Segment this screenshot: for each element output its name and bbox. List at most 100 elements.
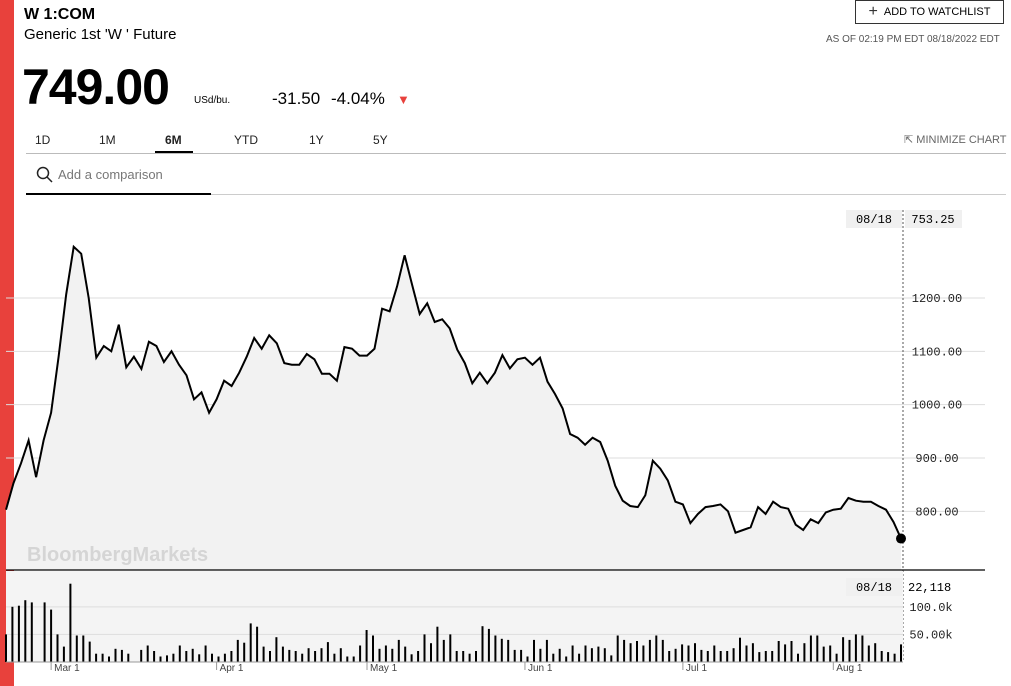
volume-bar (140, 649, 143, 662)
volume-bar (887, 652, 890, 662)
volume-bar (346, 656, 349, 662)
volume-bar (803, 643, 806, 662)
volume-bar (256, 626, 259, 662)
volume-bar (339, 648, 342, 662)
tab-1y[interactable]: 1Y (309, 133, 324, 147)
volume-bar (352, 656, 355, 662)
volume-bar (333, 653, 336, 662)
volume-bar (288, 649, 291, 662)
volume-bar (700, 649, 703, 662)
volume-bar (24, 600, 27, 662)
volume-bar (307, 648, 310, 662)
volume-bar (571, 645, 574, 662)
price-line (5, 244, 902, 539)
volume-axis: 50.00k 100.0k (909, 601, 952, 643)
minimize-icon: ⇱ (904, 134, 914, 146)
volume-panel-bg (6, 571, 903, 662)
volume-bar (829, 645, 832, 662)
volume-bar (848, 639, 851, 662)
volume-bar (487, 628, 490, 662)
x-tick-label: Apr 1 (220, 663, 244, 674)
volume-bar (384, 645, 387, 662)
volume-bar (900, 644, 902, 662)
volume-bar (430, 643, 432, 662)
minimize-label: MINIMIZE CHART (916, 134, 1007, 146)
volume-bar (262, 646, 265, 662)
volume-bar (378, 648, 381, 662)
volume-bar (462, 651, 465, 662)
volume-tick-label: 100.0k (909, 601, 952, 615)
volume-bar (314, 651, 317, 662)
volume-bar (603, 648, 606, 662)
volume-bar (880, 651, 883, 662)
price-axis: 800.00 900.00 1000.00 1100.00 1200.00 (912, 292, 962, 519)
volume-bar (533, 639, 535, 662)
add-comparison-input[interactable]: Add a comparison (58, 167, 163, 182)
tab-5y[interactable]: 5Y (373, 133, 388, 147)
volume-bar (120, 649, 123, 662)
last-volume-label: 22,118 (908, 581, 951, 595)
volume-bar (178, 645, 181, 662)
volume-bar (893, 653, 896, 662)
volume-bar (326, 642, 329, 662)
volume-bar (758, 652, 761, 662)
volume-tick-label: 50.00k (909, 628, 952, 642)
volume-bar (494, 635, 497, 662)
tab-ytd[interactable]: YTD (234, 133, 258, 147)
volume-bar (790, 641, 793, 662)
volume-bar (874, 643, 877, 662)
volume-bar (172, 653, 175, 662)
minimize-chart-button[interactable]: ⇱ MINIMIZE CHART (904, 133, 1007, 146)
bloomberg-watermark: BloombergMarkets (27, 544, 208, 566)
volume-bar (687, 645, 690, 662)
volume-bar (62, 646, 65, 662)
volume-bar (127, 653, 130, 662)
watchlist-label: ADD TO WATCHLIST (883, 6, 991, 18)
volume-bar (861, 635, 864, 662)
volume-bar (275, 637, 278, 662)
volume-bar (436, 626, 439, 662)
volume-bar (475, 651, 477, 662)
x-tick-label: Jul 1 (686, 663, 708, 674)
volume-bar (590, 648, 593, 662)
volume-bar (713, 645, 716, 662)
volume-bar (513, 649, 516, 662)
volume-bar (101, 653, 104, 662)
last-price-dot (896, 533, 906, 544)
tab-1m[interactable]: 1M (99, 133, 116, 147)
volume-bar (5, 634, 7, 662)
tab-6m[interactable]: 6M (165, 133, 182, 147)
volume-bar (584, 645, 587, 662)
volume-gridlines (6, 606, 903, 635)
tab-1d[interactable]: 1D (35, 133, 51, 147)
volume-bar (243, 642, 246, 662)
volume-bar (153, 651, 156, 662)
volume-bar (655, 635, 658, 662)
volume-bar (166, 655, 168, 662)
volume-bar (204, 645, 207, 662)
volume-bar (507, 639, 510, 662)
volume-bar (404, 646, 407, 662)
last-price-label: 753.25 (911, 213, 954, 227)
x-tick-label: Aug 1 (836, 663, 863, 674)
volume-bar (629, 643, 632, 662)
volume-bar (623, 639, 626, 662)
x-tick-label: May 1 (370, 663, 398, 674)
volume-bar (423, 634, 426, 662)
plus-icon: + (868, 3, 878, 20)
ticker-symbol: W 1:COM (24, 6, 96, 23)
volume-bar (159, 656, 162, 662)
add-to-watchlist-button[interactable]: + ADD TO WATCHLIST (855, 0, 1004, 24)
volume-bar (674, 648, 677, 662)
volume-bar (75, 635, 78, 662)
volume-bar (578, 653, 581, 662)
volume-bar (822, 646, 825, 662)
volume-bar (719, 651, 722, 662)
volume-bar (661, 639, 664, 662)
volume-bar (751, 643, 754, 662)
price-units: USd/bu. (194, 95, 231, 106)
volume-bar (301, 653, 304, 662)
volume-bar (230, 651, 233, 662)
price-change: -31.50 (272, 89, 321, 108)
